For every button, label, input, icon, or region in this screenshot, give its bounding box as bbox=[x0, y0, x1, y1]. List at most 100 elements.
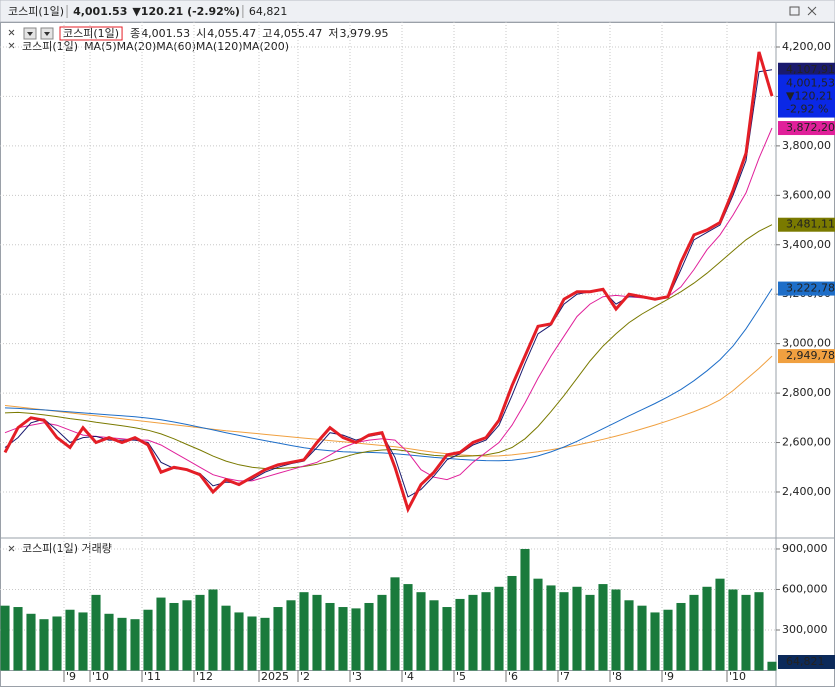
y-tick-label: 600,000 bbox=[782, 582, 828, 595]
restore-button[interactable] bbox=[789, 6, 800, 16]
volume-bar bbox=[663, 609, 673, 671]
legend-entry: MA(60) bbox=[156, 40, 196, 53]
volume-title: 코스피(1일) 거래량 bbox=[22, 541, 112, 555]
ohlc-value: 4,055.47 bbox=[207, 27, 256, 40]
volume-bar bbox=[273, 607, 283, 671]
volume-bar bbox=[286, 600, 296, 671]
volume-bar bbox=[325, 602, 335, 671]
x-tick-label: 2025 bbox=[261, 670, 289, 683]
ma-tag: 3,481,11 bbox=[786, 218, 835, 231]
y-tick-label: 3,800,00 bbox=[782, 139, 831, 152]
volume-bar bbox=[416, 592, 426, 671]
volume-bar bbox=[403, 584, 413, 671]
volume-bar bbox=[182, 600, 192, 671]
volume-bar bbox=[468, 594, 478, 671]
volume-bar bbox=[169, 602, 179, 671]
x-tick-label: '5 bbox=[456, 670, 466, 683]
close-button[interactable] bbox=[807, 6, 817, 16]
volume-bar bbox=[104, 613, 114, 671]
volume-bar bbox=[494, 586, 504, 671]
volume-bar bbox=[533, 578, 543, 671]
x-tick-label: '10 bbox=[92, 670, 109, 683]
volume-bar bbox=[351, 608, 361, 671]
volume-bar bbox=[507, 575, 517, 671]
volume-bar bbox=[481, 592, 491, 671]
ma-line bbox=[4, 288, 773, 462]
x-tick-label: '4 bbox=[404, 670, 414, 683]
legend-entry: MA(200) bbox=[243, 40, 290, 53]
ma-tag: 4,107,91 bbox=[786, 63, 835, 76]
ma-tag-bg bbox=[778, 121, 835, 136]
volume-bar bbox=[13, 607, 23, 671]
x-tick-label: '2 bbox=[300, 670, 310, 683]
volume-bar bbox=[767, 661, 777, 671]
y-tick-label: 300,000 bbox=[782, 623, 828, 636]
y-tick-label: 2,800,00 bbox=[782, 386, 831, 399]
volume-bar bbox=[676, 602, 686, 671]
dropdown-arrows bbox=[27, 32, 50, 36]
volume-bar bbox=[728, 589, 738, 671]
header-text: 4,001.53 bbox=[73, 5, 127, 18]
ohlc-label: 종 bbox=[130, 27, 140, 40]
volume-bar bbox=[91, 594, 101, 671]
volume-bar bbox=[624, 600, 634, 671]
volume-bar bbox=[364, 602, 374, 671]
price-tag: ▼120,21 bbox=[786, 90, 833, 103]
ohlc-value: 4,055.47 bbox=[273, 27, 322, 40]
volume-bar bbox=[715, 578, 725, 671]
volume-bar bbox=[520, 548, 530, 671]
volume-bar bbox=[390, 577, 400, 671]
volume-tag: 64,821 bbox=[786, 655, 825, 668]
volume-bar bbox=[117, 617, 127, 671]
y-tick-label: 2,600,00 bbox=[782, 436, 831, 449]
volume-bar bbox=[130, 619, 140, 671]
legend-box bbox=[59, 26, 123, 41]
ma-line bbox=[4, 127, 773, 482]
volume-bar bbox=[429, 600, 439, 671]
volume-bar bbox=[299, 592, 309, 671]
volume-bar bbox=[208, 589, 218, 671]
x-tick-label: '12 bbox=[196, 670, 213, 683]
x-tick-label: '9 bbox=[664, 670, 674, 683]
volume-bar bbox=[754, 592, 764, 671]
y-tick-label: 3,400,00 bbox=[782, 238, 831, 251]
x-tick-label: '10 bbox=[729, 670, 746, 683]
volume-bar bbox=[637, 605, 647, 671]
legend-group: 코스피(1일) bbox=[22, 39, 78, 53]
volume-bar bbox=[338, 607, 348, 671]
volume-bar bbox=[442, 607, 452, 671]
x-tick-label: '8 bbox=[612, 670, 622, 683]
volume-bar bbox=[156, 597, 166, 671]
close-icons[interactable] bbox=[8, 29, 15, 552]
volume-bar bbox=[689, 594, 699, 671]
volume-bar bbox=[585, 594, 595, 671]
volume-bar bbox=[65, 609, 75, 671]
y-tick-label: 900,000 bbox=[782, 542, 828, 555]
header-text: ▼120.21 (-2.92%) bbox=[132, 5, 240, 18]
ma-tag-bg bbox=[778, 217, 835, 232]
ma-tag-bg bbox=[778, 62, 835, 77]
ohlc-label: 저 bbox=[328, 27, 338, 40]
header-text: 코스피(1일) bbox=[8, 4, 64, 18]
volume-bar bbox=[455, 598, 465, 671]
ohlc-label: 시 bbox=[196, 27, 206, 40]
legend-series: 코스피(1일) bbox=[63, 26, 119, 40]
volume-bar bbox=[221, 605, 231, 671]
volume-bar bbox=[195, 594, 205, 671]
x-tick-label: '3 bbox=[352, 670, 362, 683]
volume-bar bbox=[572, 586, 582, 671]
legend-entry: MA(20) bbox=[117, 40, 157, 53]
volume-bar bbox=[312, 594, 322, 671]
y-tick-label: 3,600,00 bbox=[782, 188, 831, 201]
volume-bar bbox=[377, 594, 387, 671]
ohlc-value: 4,001.53 bbox=[141, 27, 190, 40]
price-line bbox=[3, 51, 774, 514]
volume-bar bbox=[26, 613, 36, 671]
y-tick-label: 3,000,00 bbox=[782, 337, 831, 350]
ma-line bbox=[4, 224, 773, 469]
x-tick-label: '11 bbox=[144, 670, 161, 683]
y-tick-label: 2,400,00 bbox=[782, 485, 831, 498]
volume-bar bbox=[741, 594, 751, 671]
